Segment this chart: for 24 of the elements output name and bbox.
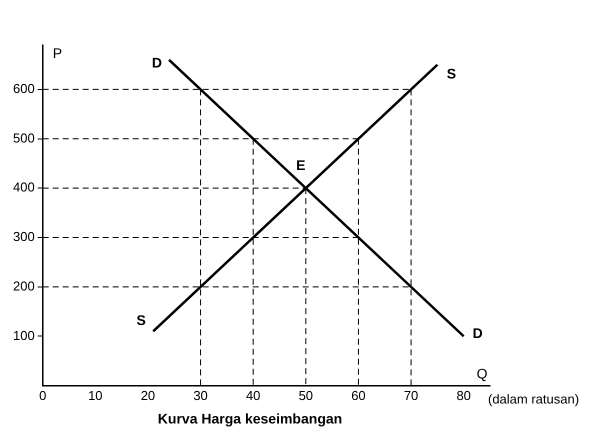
series-label: D xyxy=(152,54,162,71)
x-tick-label: 40 xyxy=(246,388,260,403)
x-tick-label: 70 xyxy=(404,388,418,403)
x-tick-label: 0 xyxy=(39,388,46,403)
text: Kurva Harga keseimbangan xyxy=(158,410,342,426)
y-axis-title: P xyxy=(52,44,62,61)
annotation: E xyxy=(296,157,306,174)
series-label: S xyxy=(136,312,146,328)
x-tick-label: 60 xyxy=(351,388,366,403)
y-tick-label: 100 xyxy=(12,328,35,343)
y-tick-label: 600 xyxy=(12,81,35,96)
y-tick-label: 500 xyxy=(12,130,35,146)
x-tick-label: 50 xyxy=(298,388,314,403)
text: D xyxy=(472,325,483,342)
text: (dalam ratusan) xyxy=(488,392,580,407)
y-tick-label: 200 xyxy=(12,278,35,294)
y-tick-label: 400 xyxy=(12,180,35,195)
x-tick-label: 10 xyxy=(88,388,103,403)
x-axis-title: Q xyxy=(476,365,488,382)
y-tick-label: 300 xyxy=(12,229,35,244)
text: S xyxy=(446,66,456,82)
x-tick-label: 30 xyxy=(193,388,208,403)
x-tick-label: 20 xyxy=(140,388,156,403)
x-tick-label: 80 xyxy=(456,388,471,403)
